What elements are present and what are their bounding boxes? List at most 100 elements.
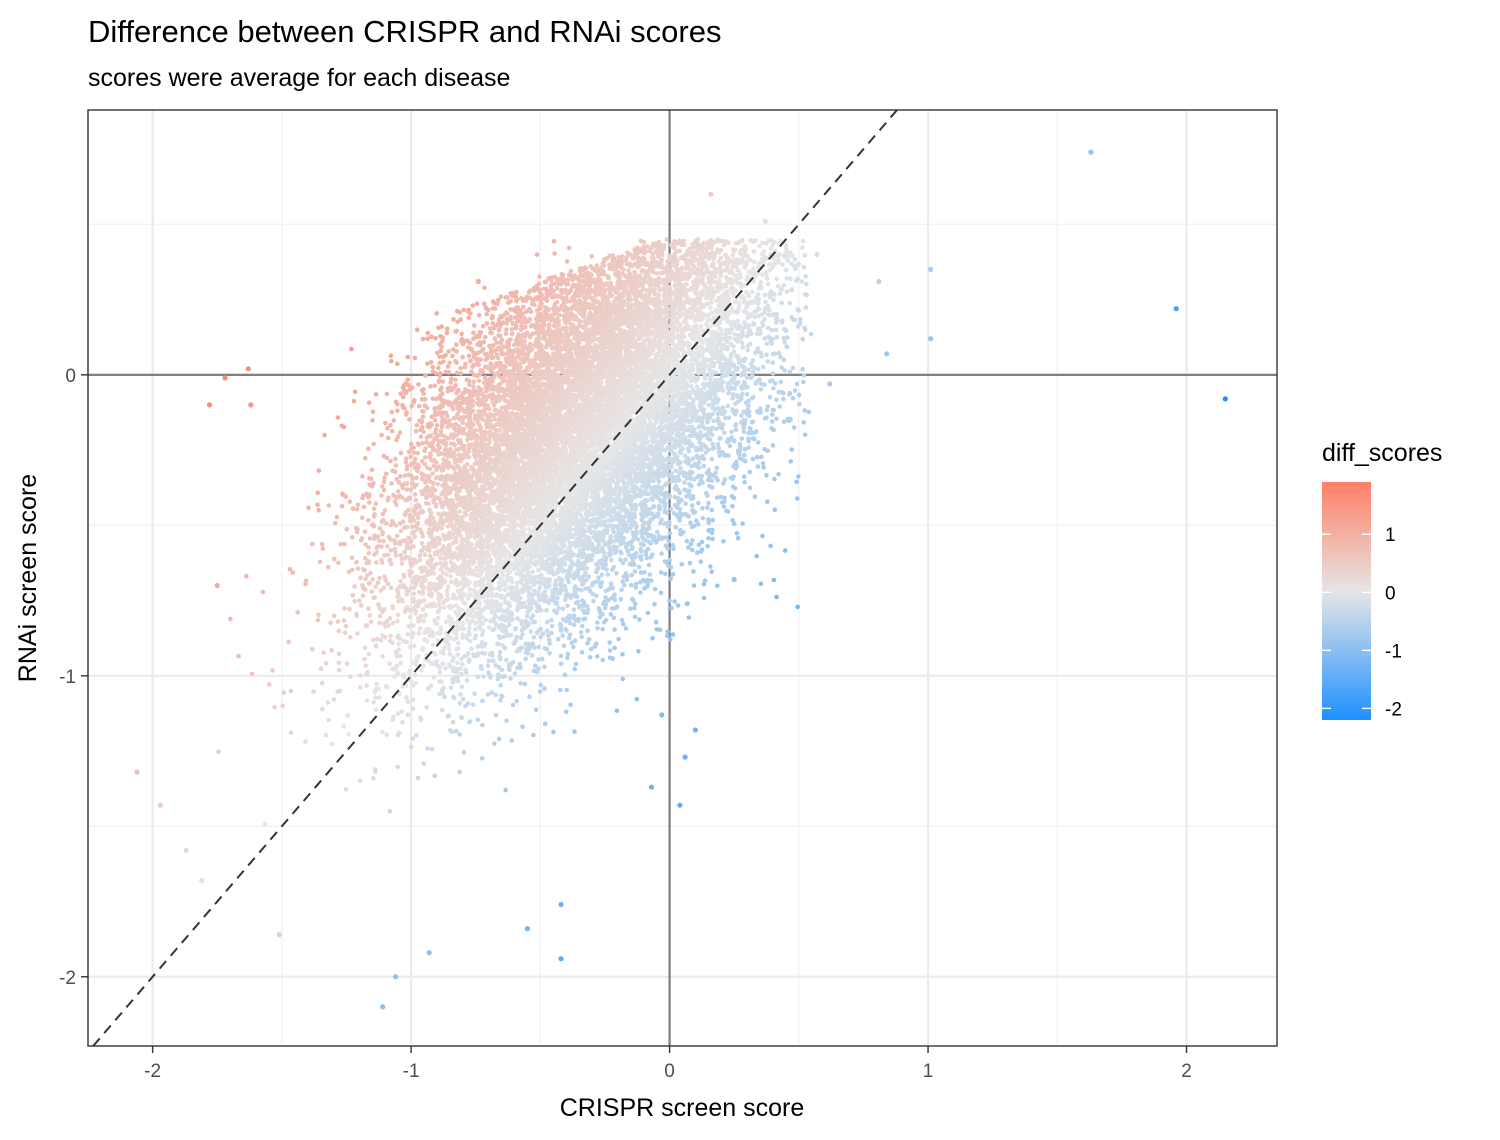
- data-point: [361, 504, 367, 510]
- data-point: [709, 507, 715, 513]
- chart-title: Difference between CRISPR and RNAi score…: [88, 14, 722, 49]
- data-point: [509, 738, 515, 743]
- data-point: [463, 512, 469, 517]
- data-point: [486, 658, 492, 664]
- data-point: [744, 392, 750, 397]
- data-point: [422, 448, 428, 454]
- data-point: [573, 661, 579, 667]
- data-point: [483, 617, 489, 623]
- data-point: [476, 312, 482, 318]
- data-point: [396, 641, 402, 647]
- data-point: [350, 506, 356, 511]
- data-point: [342, 606, 347, 611]
- data-point: [709, 456, 715, 462]
- data-point: [377, 575, 382, 581]
- data-point: [412, 492, 418, 497]
- grid-lines: [88, 110, 1277, 1046]
- data-point: [444, 330, 450, 336]
- data-point: [705, 505, 710, 511]
- data-point: [408, 487, 414, 493]
- data-point: [425, 473, 431, 479]
- data-points: [134, 149, 1228, 1010]
- data-point: [435, 481, 441, 487]
- data-point: [794, 479, 799, 485]
- data-point: [748, 426, 753, 432]
- data-point: [443, 495, 448, 500]
- data-point: [505, 399, 511, 404]
- data-point: [779, 320, 785, 325]
- data-point: [323, 661, 329, 666]
- data-point: [392, 674, 398, 679]
- data-point: [796, 261, 801, 267]
- data-point: [626, 552, 632, 557]
- data-point: [366, 606, 371, 611]
- data-point: [523, 604, 528, 610]
- data-point: [561, 643, 567, 649]
- data-point: [423, 373, 428, 378]
- data-point: [741, 474, 747, 480]
- data-point: [432, 773, 438, 779]
- data-point: [684, 538, 690, 544]
- data-point: [772, 476, 777, 482]
- data-point: [555, 636, 561, 642]
- data-point: [446, 370, 452, 375]
- data-point: [687, 483, 693, 488]
- data-point: [440, 379, 446, 384]
- data-point: [773, 327, 779, 333]
- data-point: [725, 509, 731, 514]
- data-point: [216, 749, 221, 754]
- data-point: [341, 724, 347, 729]
- data-point: [544, 628, 550, 634]
- data-point: [351, 398, 357, 404]
- data-point: [373, 695, 378, 700]
- data-point: [385, 435, 391, 441]
- data-point: [435, 631, 441, 636]
- data-point: [718, 494, 723, 500]
- data-point: [388, 548, 394, 553]
- data-point: [329, 741, 335, 747]
- data-point: [733, 427, 739, 433]
- data-point: [740, 391, 745, 397]
- data-point: [428, 360, 434, 365]
- data-point: [398, 578, 404, 584]
- data-point: [411, 591, 417, 597]
- data-point: [701, 385, 707, 391]
- data-point: [414, 733, 419, 738]
- data-point: [419, 540, 425, 546]
- data-point: [547, 651, 552, 656]
- data-point: [722, 495, 727, 501]
- data-point: [405, 354, 411, 360]
- data-point: [326, 503, 332, 508]
- data-point: [571, 644, 576, 650]
- data-point: [618, 597, 624, 602]
- data-point: [355, 566, 361, 571]
- data-point: [542, 664, 547, 670]
- data-point: [572, 638, 578, 643]
- data-point: [357, 778, 363, 783]
- data-point: [466, 571, 471, 576]
- data-point: [709, 569, 714, 575]
- data-point: [286, 639, 291, 645]
- data-point: [316, 468, 322, 473]
- data-point: [492, 741, 497, 746]
- data-point: [461, 750, 467, 755]
- data-point: [722, 477, 728, 482]
- data-point: [686, 449, 692, 454]
- data-point: [608, 581, 614, 586]
- data-point: [710, 402, 716, 408]
- data-point: [529, 653, 535, 658]
- data-point: [579, 650, 585, 655]
- data-point: [413, 609, 419, 614]
- data-point: [228, 616, 233, 622]
- data-point: [671, 546, 676, 552]
- data-point: [464, 617, 470, 623]
- data-point: [450, 353, 455, 359]
- data-point: [785, 258, 790, 264]
- data-point: [526, 598, 532, 603]
- data-point: [792, 257, 798, 262]
- plot-panel: [88, 110, 1277, 1046]
- data-point: [682, 480, 687, 485]
- data-point: [400, 519, 406, 524]
- data-point: [434, 311, 440, 316]
